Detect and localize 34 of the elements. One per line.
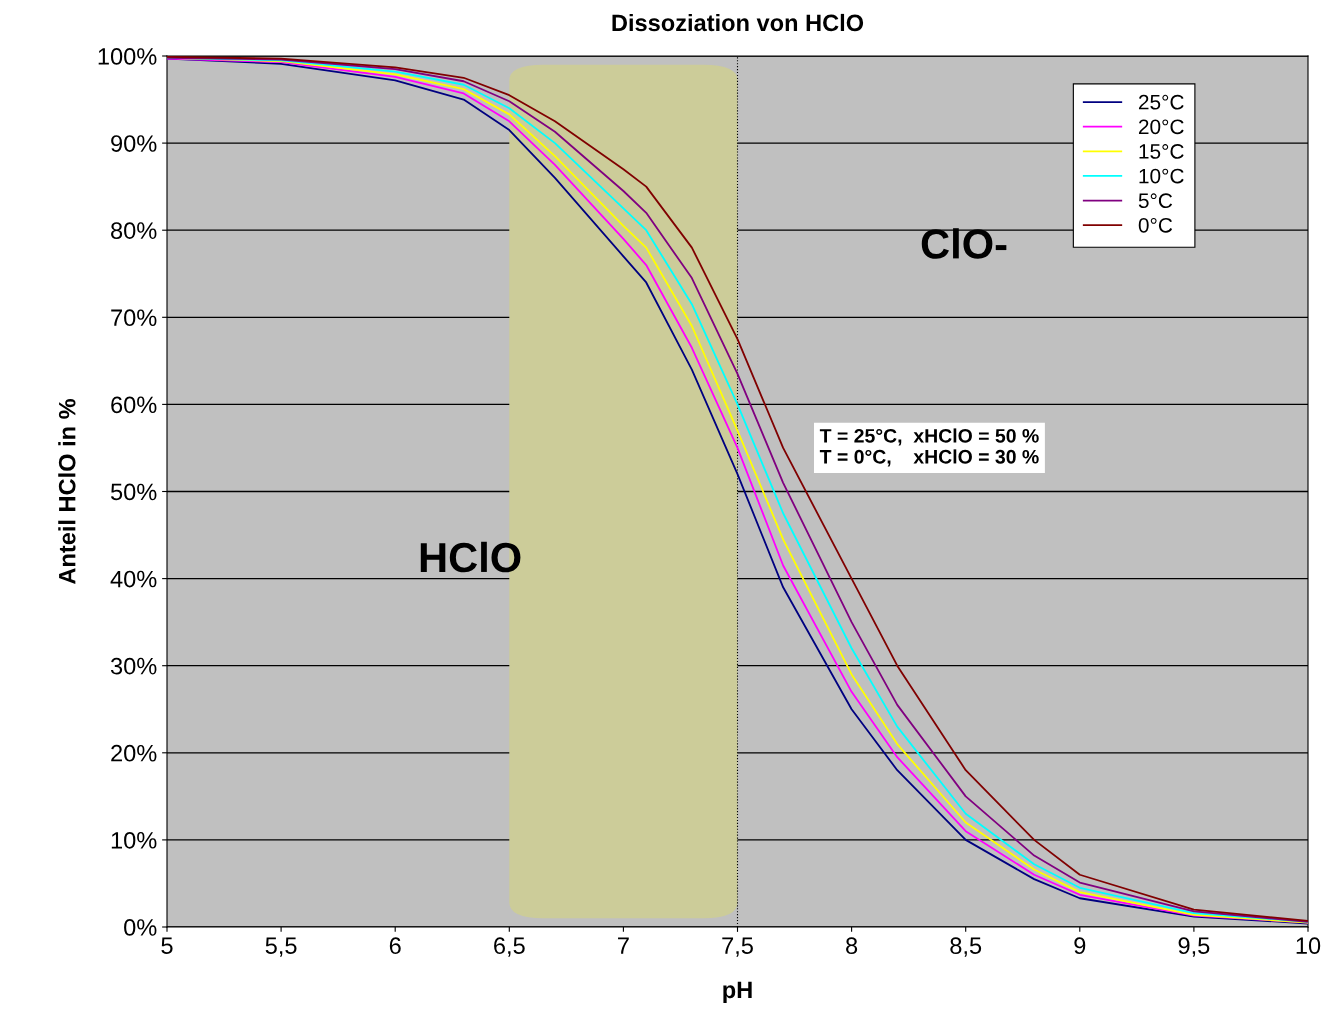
y-tick-label: 50% (110, 483, 157, 501)
legend-label: 5°C (1138, 193, 1173, 209)
y-tick-label: 30% (110, 657, 157, 675)
x-tick-label: 5,5 (265, 937, 297, 957)
legend-label: 25°C (1138, 94, 1184, 110)
y-axis-title: Anteil HClO in % (58, 398, 76, 585)
chart-title: Dissoziation von HClO (612, 13, 864, 32)
legend-label: 0°C (1138, 217, 1173, 233)
legend-label: 20°C (1138, 119, 1184, 135)
y-tick-label: 80% (111, 222, 157, 239)
annotation: HClO (420, 541, 521, 573)
y-tick-label: 100% (98, 48, 157, 65)
x-tick-label: 7,5 (722, 937, 753, 957)
y-tick-label: 70% (111, 309, 157, 327)
x-tick-label: 9,5 (1178, 937, 1210, 957)
annotation: T = 25°C, xHClO = 50 % T = 0°C, xHClO = 30 % (819, 428, 1039, 467)
x-tick-label: 8,5 (950, 937, 982, 957)
y-tick-label: 10% (111, 831, 157, 849)
y-tick-label: 20% (111, 744, 157, 762)
x-tick-label: 5 (161, 937, 173, 955)
y-tick-label: 60% (111, 396, 157, 414)
y-tick-label: 40% (110, 570, 157, 588)
x-tick-label: 6 (389, 937, 401, 955)
x-tick-label: 8 (846, 937, 858, 955)
y-tick-label: 90% (111, 135, 157, 152)
x-tick-label: 6,5 (494, 937, 525, 957)
x-tick-label: 7 (618, 937, 629, 954)
y-tick-label: 0% (124, 919, 157, 936)
legend-label: 15°C (1139, 144, 1184, 159)
annotation: ClO- (921, 228, 1007, 259)
x-tick-label: 9 (1074, 937, 1086, 955)
legend-label: 10°C (1139, 168, 1184, 184)
x-tick-label: 10 (1296, 937, 1321, 955)
x-axis-title: pH (723, 981, 752, 1003)
